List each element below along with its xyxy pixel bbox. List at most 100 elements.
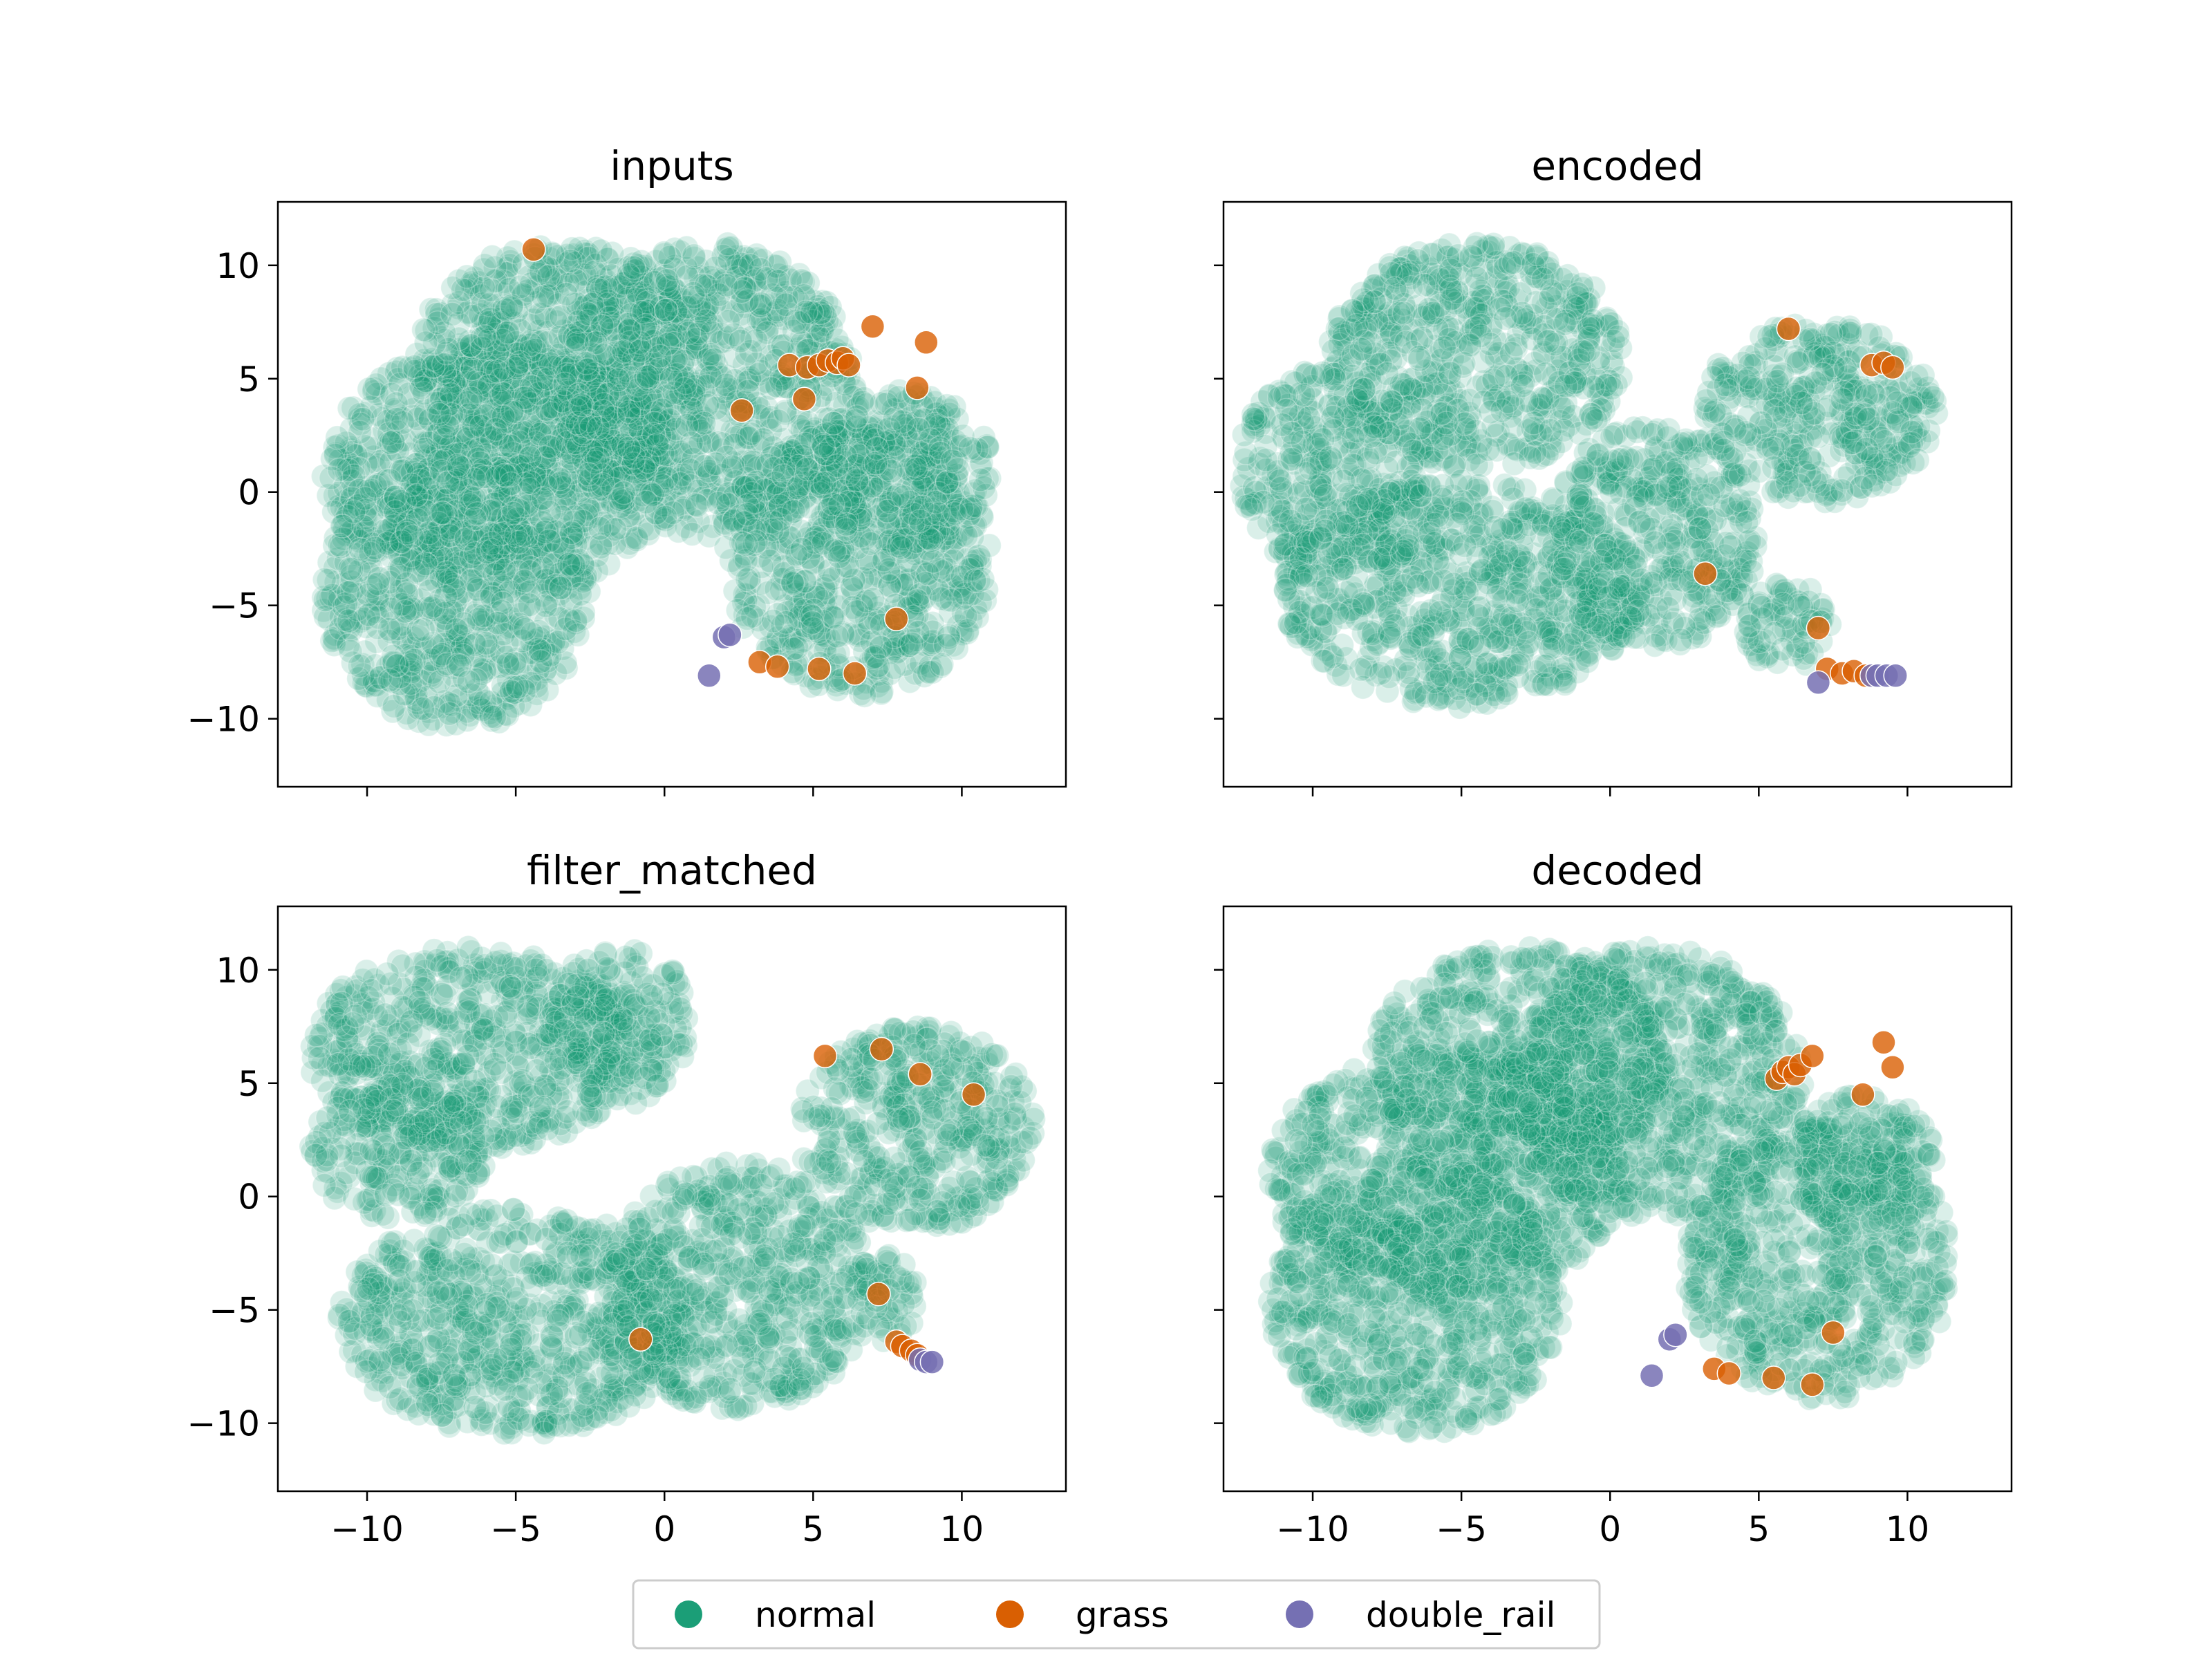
point-grass <box>885 607 908 631</box>
point-normal <box>941 449 964 473</box>
point-normal <box>514 617 537 641</box>
point-normal <box>463 507 487 530</box>
point-normal <box>537 529 561 552</box>
point-normal <box>1446 244 1470 268</box>
point-normal <box>364 536 387 560</box>
point-normal <box>518 471 542 494</box>
point-normal <box>612 481 635 505</box>
point-normal <box>312 568 336 591</box>
point-normal <box>486 360 509 383</box>
point-normal <box>594 275 617 299</box>
point-normal <box>384 407 408 431</box>
point-normal <box>821 492 845 516</box>
point-normal <box>637 365 660 389</box>
point-normal <box>835 512 859 536</box>
point-normal <box>1412 273 1436 297</box>
point-normal <box>410 376 433 400</box>
point-normal <box>1340 299 1364 322</box>
point-normal <box>825 454 849 478</box>
point-normal <box>845 600 869 624</box>
point-normal <box>735 533 758 557</box>
point-normal <box>445 618 469 642</box>
point-normal <box>935 394 959 418</box>
point-normal <box>440 302 464 326</box>
point-normal <box>716 232 740 256</box>
point-normal <box>1322 339 1345 363</box>
point-normal <box>1606 325 1630 348</box>
y-tick-label: 5 <box>238 360 260 400</box>
point-normal <box>457 670 480 693</box>
point-normal <box>963 569 986 592</box>
point-normal <box>900 632 924 655</box>
point-normal <box>500 294 523 317</box>
point-normal <box>456 265 479 288</box>
point-normal <box>430 501 453 525</box>
point-normal <box>513 569 536 592</box>
point-normal <box>537 265 561 288</box>
point-normal <box>587 416 610 440</box>
point-normal <box>480 245 504 268</box>
point-normal <box>446 454 469 477</box>
point-normal <box>504 524 527 548</box>
point-normal <box>401 525 424 548</box>
point-double-rail <box>718 623 742 646</box>
point-normal <box>473 325 496 348</box>
point-normal <box>529 650 552 673</box>
point-normal <box>735 503 759 526</box>
point-normal <box>859 532 883 555</box>
point-normal <box>1537 330 1560 353</box>
point-normal <box>635 490 658 514</box>
point-normal <box>845 405 869 429</box>
point-normal <box>968 468 992 492</box>
point-normal <box>337 581 360 604</box>
point-normal <box>1519 446 1542 469</box>
point-normal <box>622 256 646 279</box>
point-normal <box>1552 397 1575 420</box>
point-normal <box>891 410 915 433</box>
point-grass <box>792 387 816 411</box>
point-normal <box>1499 342 1523 365</box>
point-normal <box>434 585 458 608</box>
point-grass <box>843 662 867 685</box>
point-normal <box>357 603 381 626</box>
y-tick-label: 10 <box>216 246 260 286</box>
point-normal <box>617 436 641 460</box>
point-normal <box>781 572 805 595</box>
point-normal <box>1572 340 1595 364</box>
point-normal <box>389 557 413 580</box>
point-normal <box>1458 333 1481 357</box>
point-normal <box>584 331 608 355</box>
point-normal <box>1566 282 1590 306</box>
point-grass <box>807 657 831 681</box>
point-normal <box>460 386 483 410</box>
point-normal <box>699 366 722 389</box>
point-normal <box>654 505 677 529</box>
point-normal <box>588 516 612 540</box>
point-normal <box>366 572 390 596</box>
point-normal <box>377 617 401 641</box>
point-normal <box>686 494 709 517</box>
point-normal <box>655 269 679 292</box>
point-normal <box>1482 368 1506 392</box>
point-grass <box>766 655 789 678</box>
point-normal <box>762 609 785 633</box>
point-normal <box>1539 419 1562 442</box>
point-normal <box>503 652 527 675</box>
point-normal <box>1531 268 1555 291</box>
point-normal <box>892 485 915 509</box>
point-normal <box>908 510 932 533</box>
point-normal <box>411 697 435 720</box>
point-normal <box>328 533 351 557</box>
point-normal <box>921 550 945 573</box>
point-normal <box>721 455 744 478</box>
point-normal <box>790 538 814 561</box>
point-normal <box>590 239 613 263</box>
y-tick-label: −5 <box>209 586 260 626</box>
point-normal <box>906 589 929 613</box>
point-normal <box>460 357 484 380</box>
point-normal <box>1408 348 1432 371</box>
point-normal <box>1383 277 1407 300</box>
point-normal <box>800 611 824 635</box>
